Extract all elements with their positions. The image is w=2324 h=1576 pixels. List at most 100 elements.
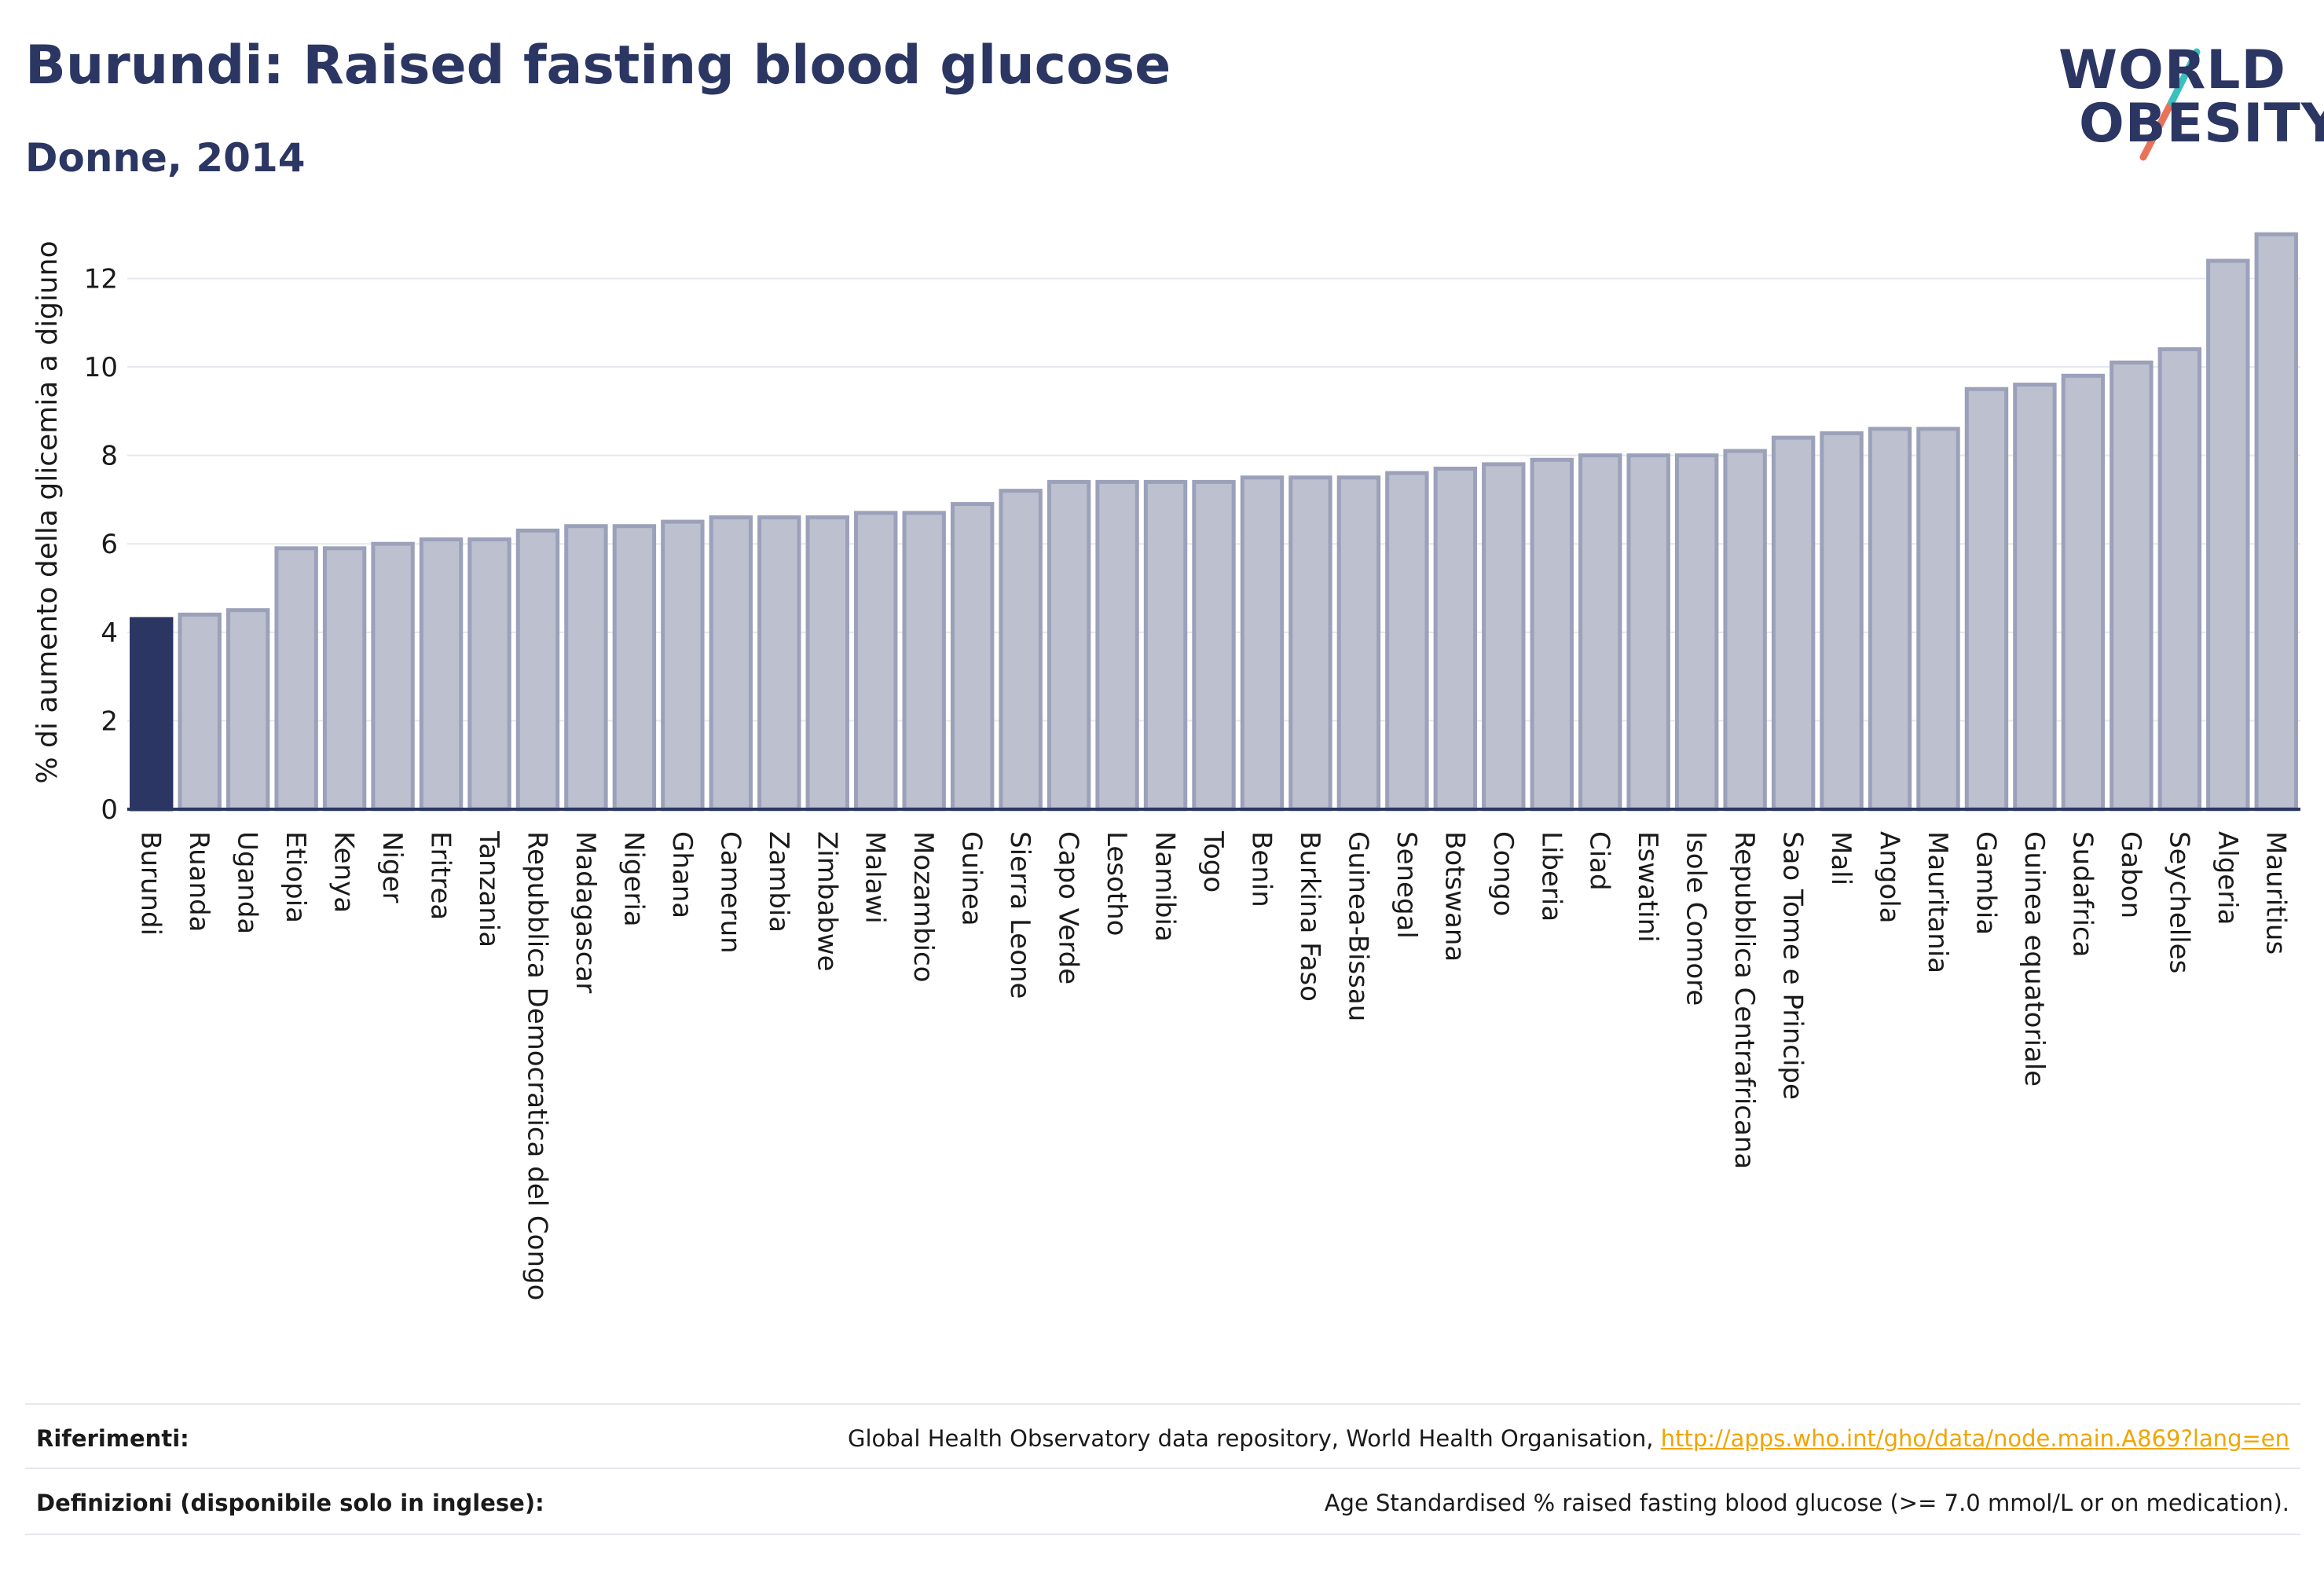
bar-kenya — [322, 546, 367, 812]
bar-algeria — [2206, 258, 2250, 812]
definitions-row: Definizioni (disponibile solo in inglese… — [25, 1468, 2300, 1535]
x-tick-label: Sao Tome e Principe — [1777, 831, 1809, 1100]
x-tick-labels: Burundi Ruanda Uganda Etiopia Kenya Niger Erit… — [135, 830, 2292, 1300]
y-tick-label: 4 — [101, 618, 118, 649]
x-tick-label: Algeria — [2212, 831, 2243, 925]
bar-ruanda — [178, 612, 222, 812]
x-tick-label: Tanzania — [473, 830, 504, 947]
logo-word-world: WORLD — [2058, 39, 2286, 101]
bar-mali — [1820, 431, 1864, 812]
bar-mozambico — [902, 511, 946, 812]
x-tick-label: Burundi — [135, 831, 167, 936]
bar-senegal — [1385, 471, 1429, 812]
x-tick-label: Repubblica Centrafricana — [1728, 831, 1760, 1169]
y-tick-labels: 0 2 4 6 8 10 12 — [84, 263, 118, 826]
bars — [130, 232, 2298, 812]
chart-subtitle: Donne, 2014 — [25, 135, 306, 181]
bar-mauritania — [1916, 427, 1960, 812]
bar-guinea-bissau — [1336, 475, 1381, 812]
bar-zambia — [757, 515, 801, 812]
x-tick-label: Ciad — [1584, 831, 1615, 891]
y-tick-label: 12 — [84, 263, 118, 295]
x-tick-label: Malawi — [860, 831, 891, 924]
x-tick-label: Senegal — [1391, 831, 1422, 939]
x-tick-label: Nigeria — [618, 831, 649, 927]
bar-zimbabwe — [805, 515, 849, 812]
x-tick-label: Mozambico — [907, 831, 939, 982]
y-tick-label: 6 — [101, 529, 118, 560]
logo-word-obesity: OBESITY — [2079, 93, 2324, 155]
bar-eswatini — [1626, 453, 1670, 812]
x-tick-label: Mali — [1825, 831, 1857, 885]
bar-ghana — [661, 519, 705, 812]
bar-mauritius — [2254, 232, 2298, 812]
x-tick-label: Sudafrica — [2066, 831, 2098, 957]
bar-repubblica-centrafricana — [1723, 449, 1767, 812]
bar-gabon — [2110, 360, 2154, 812]
x-tick-label: Uganda — [232, 831, 263, 934]
bar-benin — [1240, 475, 1285, 812]
chart-title: Burundi: Raised fasting blood glucose — [25, 35, 1171, 97]
bar-togo — [1192, 479, 1236, 812]
x-tick-label: Ghana — [666, 831, 698, 918]
x-tick-label: Etiopia — [280, 831, 311, 923]
bar-tanzania — [467, 537, 511, 812]
x-tick-label: Guinea — [956, 831, 988, 926]
definitions-value: Age Standardised % raised fasting blood … — [1324, 1490, 2289, 1516]
x-tick-label: Benin — [1245, 831, 1277, 907]
x-tick-label: Zambia — [763, 831, 794, 933]
bar-angola — [1868, 427, 1912, 812]
bar-nigeria — [612, 524, 657, 812]
x-tick-label: Namibia — [1149, 831, 1181, 942]
x-tick-label: Eswatini — [1632, 831, 1663, 943]
y-tick-label: 2 — [101, 706, 118, 737]
references-value: Global Health Observatory data repositor… — [848, 1425, 2289, 1452]
x-tick-label: Seychelles — [2163, 831, 2194, 973]
bar-uganda — [225, 608, 270, 812]
x-tick-label: Lesotho — [1101, 831, 1132, 936]
y-tick-label: 0 — [101, 794, 118, 826]
x-tick-label: Gabon — [2115, 831, 2146, 918]
bar-niger — [371, 541, 415, 812]
bar-sierra-leone — [999, 489, 1043, 812]
bar-repubblica-democratica-del-congo — [515, 528, 560, 812]
x-tick-label: Liberia — [1535, 831, 1567, 922]
references-text: Global Health Observatory data repositor… — [847, 1425, 1661, 1452]
x-tick-label: Mauritius — [2260, 831, 2291, 955]
x-tick-label: Guinea equatoriale — [2018, 831, 2050, 1087]
bar-etiopia — [274, 546, 318, 812]
references-row: Riferimenti: Global Health Observatory d… — [25, 1403, 2300, 1469]
y-tick-label: 10 — [84, 352, 118, 383]
bar-congo — [1482, 462, 1526, 812]
bar-guinea — [950, 502, 995, 812]
x-tick-label: Congo — [1487, 831, 1519, 916]
references-link[interactable]: http://apps.who.int/gho/data/node.main.A… — [1660, 1425, 2289, 1452]
x-tick-label: Madagascar — [570, 831, 601, 993]
x-tick-label: Sierra Leone — [1004, 831, 1036, 999]
x-tick-label: Ruanda — [183, 831, 214, 932]
x-tick-label: Repubblica Democratica del Congo — [521, 831, 552, 1300]
bar-seychelles — [2157, 347, 2202, 812]
bar-isole-comore — [1674, 453, 1719, 812]
logo-slash-icon — [2139, 48, 2201, 161]
x-tick-label: Capo Verde — [1053, 831, 1084, 984]
world-obesity-logo: WORLD OBESITY — [2043, 24, 2324, 165]
bar-camerun — [709, 515, 753, 812]
bar-gambia — [1964, 387, 2009, 812]
x-tick-label: Gambia — [1970, 831, 2001, 935]
y-tick-label: 8 — [101, 441, 118, 472]
bar-chart: 0 2 4 6 8 10 12 Burundi Ruanda Uganda Etiopia Keny… — [31, 232, 2300, 1300]
definitions-label: Definizioni (disponibile solo in inglese… — [36, 1490, 544, 1516]
bar-botswana — [1433, 467, 1478, 812]
bar-capo-verde — [1047, 479, 1091, 812]
x-tick-label: Niger — [376, 831, 408, 903]
bar-liberia — [1530, 457, 1574, 812]
x-tick-label: Mauritania — [1922, 831, 1953, 973]
x-tick-label: Togo — [1197, 830, 1229, 892]
bar-lesotho — [1095, 479, 1139, 812]
bar-burundi — [130, 617, 174, 812]
bar-malawi — [854, 511, 898, 812]
bar-guinea-equatoriale — [2013, 383, 2057, 812]
x-tick-label: Angola — [1874, 831, 1905, 923]
x-tick-label: Camerun — [714, 831, 746, 954]
